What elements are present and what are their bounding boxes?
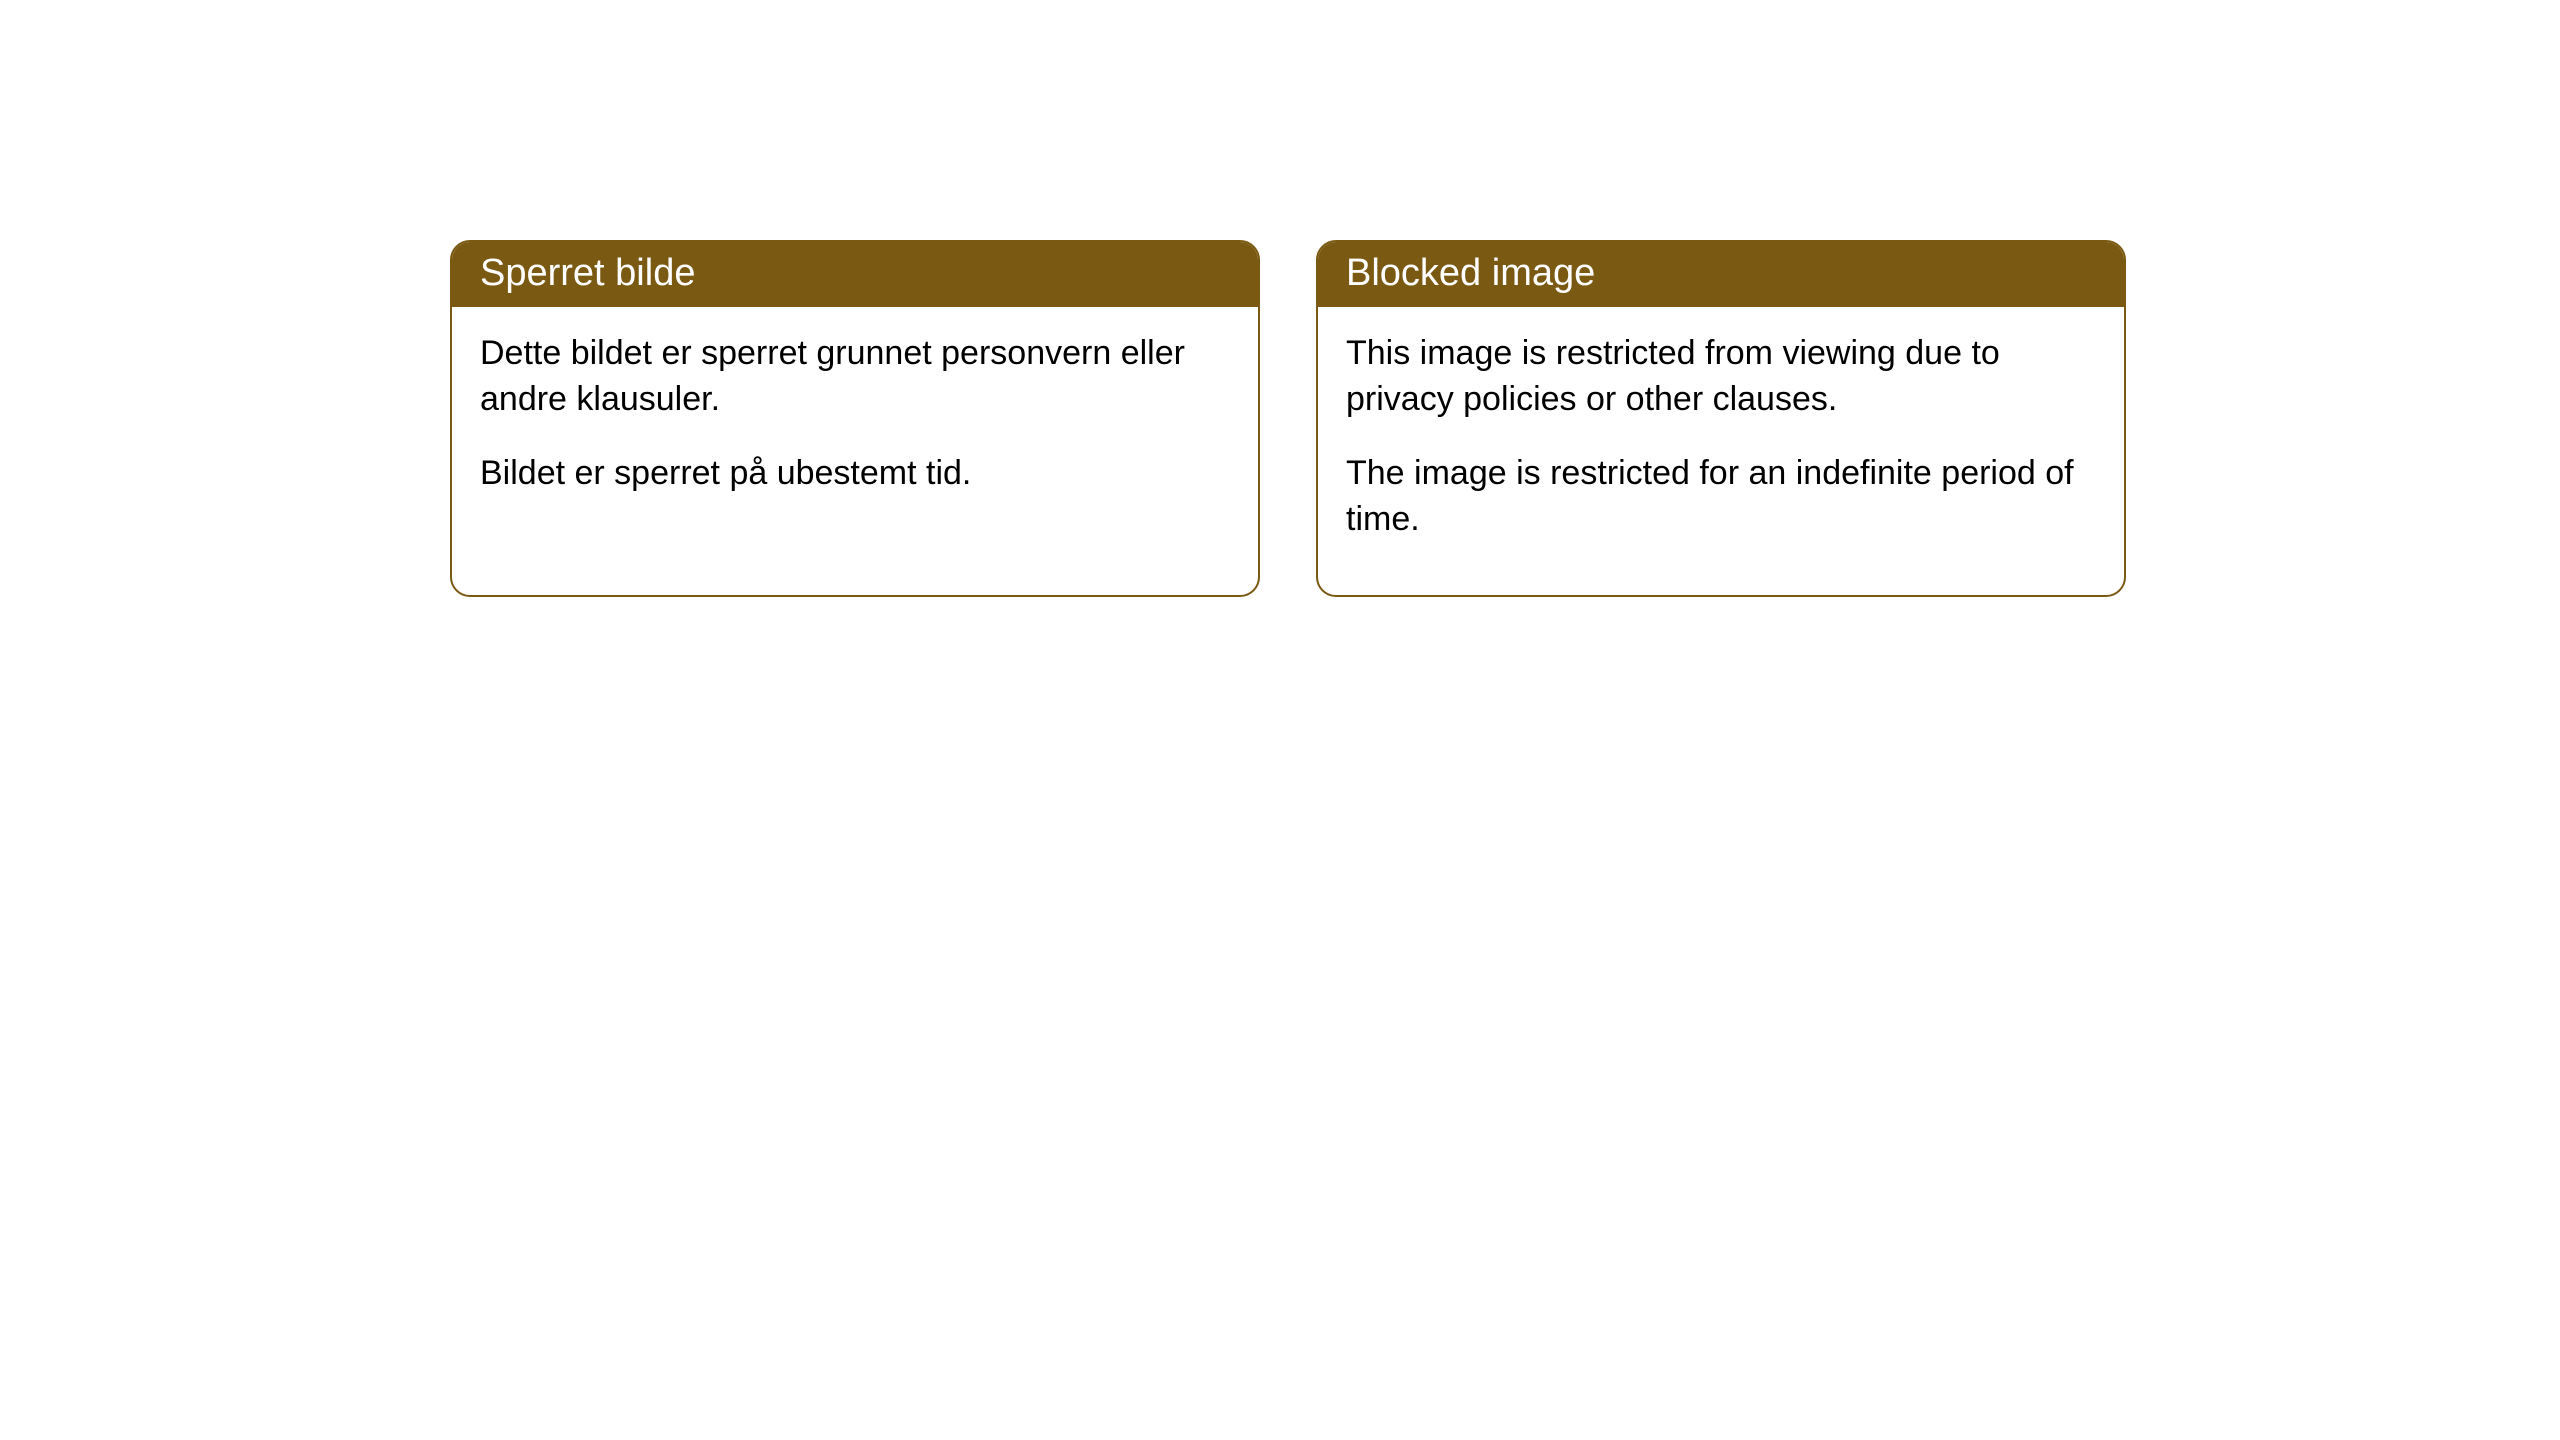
card-paragraph-2: Bildet er sperret på ubestemt tid.: [480, 451, 1230, 497]
card-body: Dette bildet er sperret grunnet personve…: [452, 307, 1258, 549]
card-header: Blocked image: [1318, 242, 2124, 307]
blocked-image-card-english: Blocked image This image is restricted f…: [1316, 240, 2126, 597]
blocked-image-card-norwegian: Sperret bilde Dette bildet er sperret gr…: [450, 240, 1260, 597]
card-body: This image is restricted from viewing du…: [1318, 307, 2124, 595]
card-paragraph-2: The image is restricted for an indefinit…: [1346, 451, 2096, 543]
card-paragraph-1: Dette bildet er sperret grunnet personve…: [480, 331, 1230, 423]
card-title: Blocked image: [1346, 252, 1595, 294]
card-paragraph-1: This image is restricted from viewing du…: [1346, 331, 2096, 423]
card-title: Sperret bilde: [480, 252, 695, 294]
card-header: Sperret bilde: [452, 242, 1258, 307]
cards-container: Sperret bilde Dette bildet er sperret gr…: [0, 0, 2560, 597]
